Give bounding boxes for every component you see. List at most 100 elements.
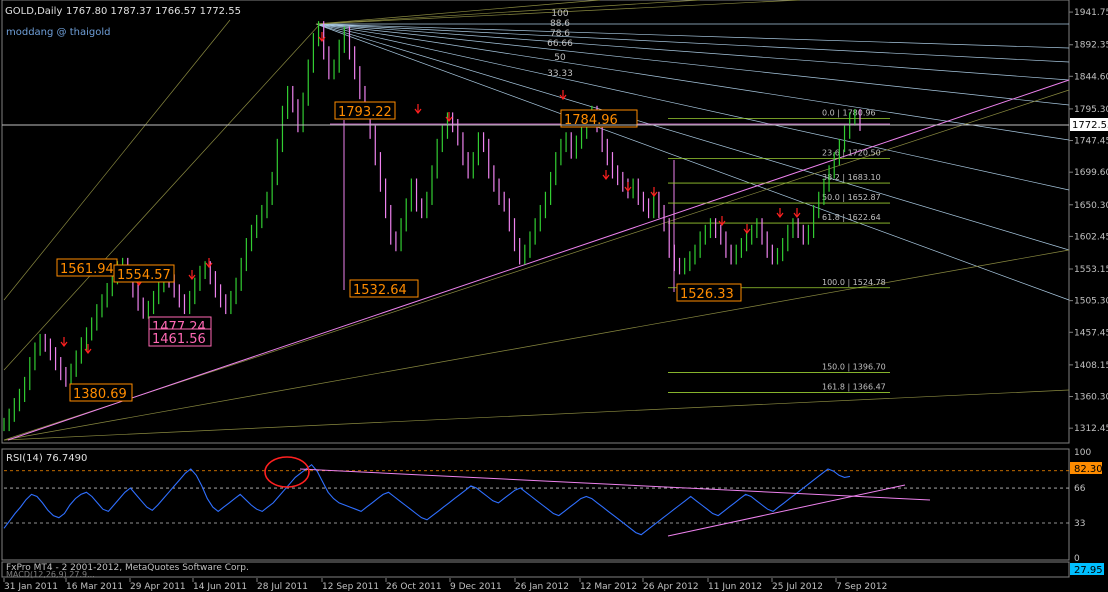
x-tick-label: 7 Sep 2012 (836, 582, 887, 592)
x-tick-label: 29 Apr 2011 (130, 582, 186, 592)
gann-diagonal (3, 89, 1070, 441)
rsi-level-value: 82.30 (1074, 464, 1103, 475)
fractal-arrows (60, 32, 801, 354)
price-pane-frame (1, 0, 1070, 444)
fractal-arrow (84, 344, 92, 354)
annotation-box (349, 279, 419, 298)
watermark-text: moddang @ thaigold (6, 27, 110, 38)
rsi-title: RSI(14) 76.7490 (6, 453, 87, 464)
rsi-divergence-circle (264, 456, 310, 488)
annotation-box (560, 109, 638, 128)
gann-label: 100 (551, 9, 568, 19)
fib-label: 50.0 | 1652.87 (822, 193, 881, 202)
rsi-line (3, 463, 851, 536)
y-tick-label: 1457.45 (1074, 328, 1108, 338)
fib-label: 61.8 | 1622.64 (822, 213, 881, 222)
copyright-text: FxPro MT4 - 2 2001-2012, MetaQuotes Soft… (6, 563, 249, 573)
gann-line (315, 0, 601, 25)
rsi-tick-label: 66 (1074, 484, 1086, 494)
gann-line (315, 23, 1070, 63)
gann-label: 33.33 (547, 69, 573, 79)
gann-label: 66.66 (547, 39, 573, 49)
macd-label: MACD(12,26,9) 27.9... (6, 570, 95, 579)
fractal-arrow (793, 208, 801, 218)
gann-line (315, 23, 1070, 191)
fractal-arrow (60, 337, 68, 347)
rsi-tick-label: 100 (1074, 448, 1091, 458)
x-tick-label: 26 Jan 2012 (515, 582, 569, 592)
rsi-tick-label: 0 (1074, 554, 1080, 564)
time-axis: 31 Jan 2011 16 Mar 2011 29 Apr 2011 14 Jun … (3, 578, 887, 592)
rsi-trend-line (667, 484, 906, 537)
fib-label: 23.6 | 1720.50 (822, 148, 881, 157)
ohlc-readout: 1767.80 1787.37 1766.57 1772.55 (66, 6, 241, 17)
fractal-arrow (624, 182, 632, 192)
gann-diagonal (3, 19, 231, 301)
annotation-value: 1532.64 (353, 283, 407, 298)
rsi-trend-line (299, 468, 931, 501)
fractal-arrow (602, 170, 610, 180)
rsi-pane-frame (1, 448, 1070, 561)
x-tick-label: 9 Dec 2011 (450, 582, 502, 592)
gann-diagonal (3, 249, 1070, 441)
gann-diagonal (3, 389, 1070, 441)
fib-label: 38.2 | 1683.10 (822, 173, 881, 182)
macd-value: 27.95 (1074, 565, 1103, 576)
fractal-arrow (188, 270, 196, 280)
x-tick-label: 12 Mar 2012 (580, 582, 637, 592)
fibonacci-levels: 0.0 | 1780.96 23.6 | 1720.50 38.2 | 1683.1… (668, 108, 890, 393)
gann-line (315, 0, 801, 25)
y-tick-label: 1941.75 (1074, 8, 1108, 18)
chart-title: GOLD,Daily (5, 6, 62, 17)
fractal-arrow (445, 112, 453, 122)
macd-tag (1070, 563, 1104, 575)
fractal-arrow (743, 224, 751, 234)
y-tick-label: 1844.60 (1074, 72, 1108, 82)
fib-label: 0.0 | 1780.96 (822, 108, 876, 117)
y-tick-label: 1505.30 (1074, 297, 1108, 307)
trend-lines (7, 79, 1070, 441)
fractal-arrow (414, 104, 422, 114)
annotation-box (69, 383, 133, 402)
y-tick-label: 1408.15 (1074, 361, 1108, 371)
gann-line (315, 23, 1070, 49)
fractal-arrow (318, 32, 326, 42)
x-tick-label: 26 Oct 2011 (386, 582, 442, 592)
gann-label: 88.6 (550, 19, 570, 29)
gann-line (315, 0, 701, 25)
annotation-value: 1784.96 (564, 113, 618, 128)
y-tick-label: 1602.45 (1074, 232, 1108, 242)
fractal-arrow (650, 187, 658, 197)
fractal-arrow (718, 216, 726, 226)
gann-line (315, 23, 1070, 251)
gann-line (315, 23, 1070, 81)
current-price-value: 1772.55 (1072, 120, 1108, 131)
fractal-arrow (776, 208, 784, 218)
gann-line (315, 23, 1070, 106)
y-tick-label: 1360.30 (1074, 393, 1108, 403)
x-tick-label: 28 Jul 2011 (257, 582, 308, 592)
annotation-value: 1461.56 (152, 332, 206, 347)
annotation-box (148, 328, 212, 347)
annotation-value: 1380.69 (73, 387, 127, 402)
x-tick-label: 26 Apr 2012 (643, 582, 699, 592)
main-trend-line (7, 79, 1070, 441)
gann-diagonal (3, 23, 321, 371)
x-tick-label: 16 Mar 2011 (66, 582, 123, 592)
y-tick-label: 1892.35 (1074, 41, 1108, 51)
annotation-box (113, 264, 175, 283)
rsi-indicator: 100 66 33 0 (3, 448, 1091, 564)
gann-line (315, 23, 1070, 141)
x-tick-label: 31 Jan 2011 (4, 582, 58, 592)
annotation-value: 1561.94 (60, 262, 114, 277)
y-tick-label: 1553.15 (1074, 265, 1108, 275)
fib-label: 161.8 | 1366.47 (822, 382, 886, 391)
price-bars (3, 21, 861, 432)
annotation-box (676, 283, 742, 302)
gann-label: 50 (554, 53, 566, 63)
x-tick-label: 12 Sep 2011 (322, 582, 379, 592)
rsi-level-tag (1070, 462, 1102, 474)
